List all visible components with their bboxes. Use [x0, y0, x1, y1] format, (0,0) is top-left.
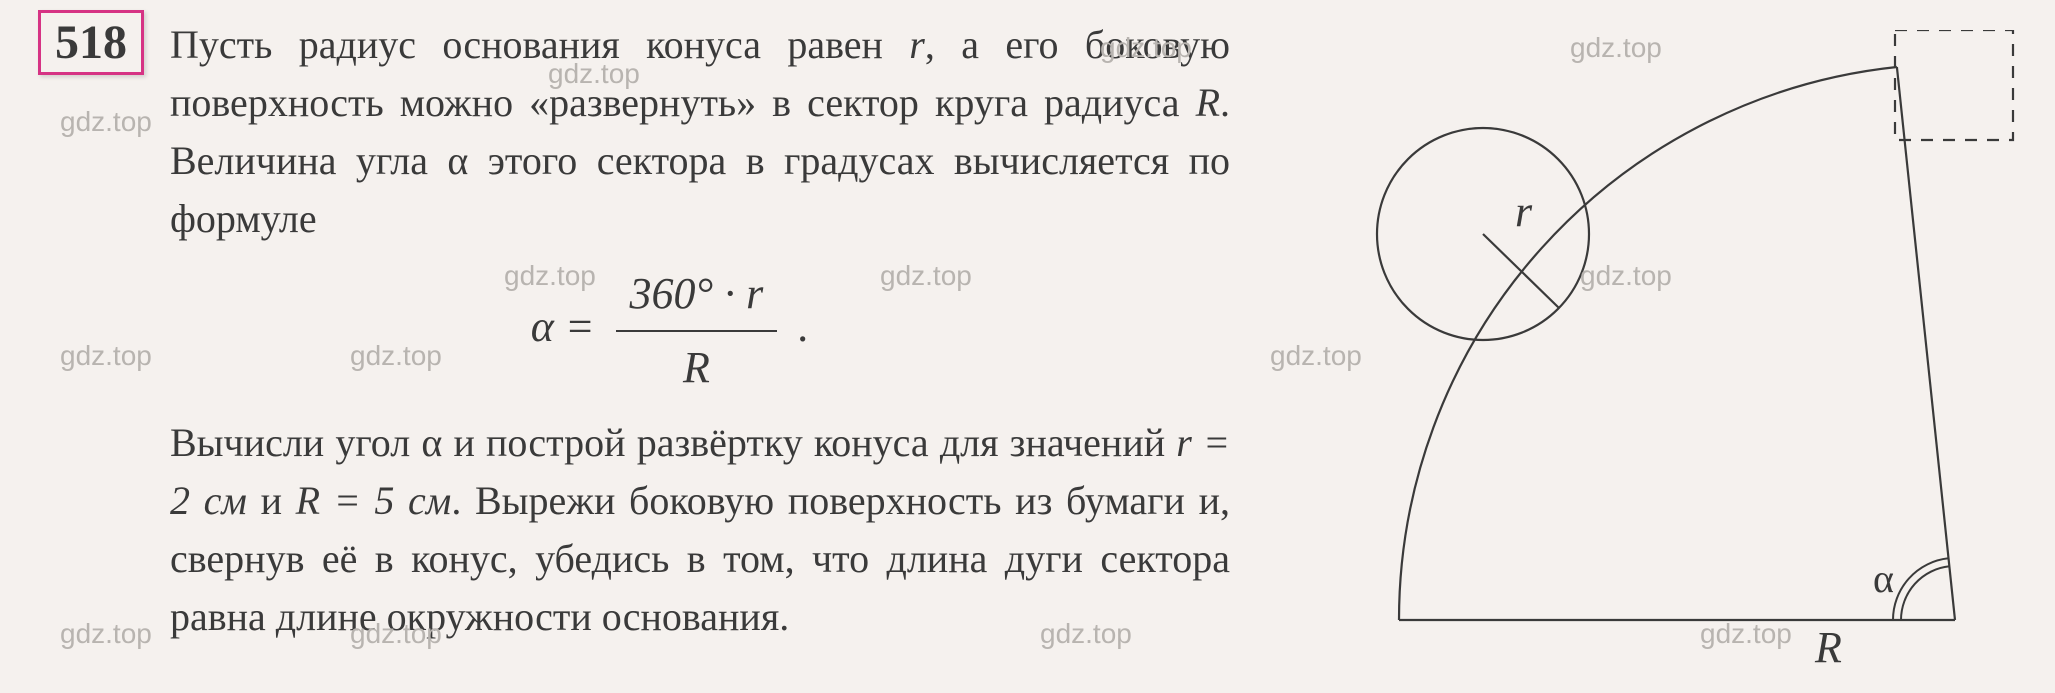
watermark: gdz.top: [1700, 618, 1792, 650]
watermark: gdz.top: [880, 260, 972, 292]
var-r: r: [909, 22, 925, 67]
fraction: 360° · r R: [616, 262, 778, 400]
watermark: gdz.top: [60, 106, 152, 138]
figure: r R α: [1255, 30, 2015, 670]
formula: α = 360° · r R .: [110, 262, 1230, 400]
watermark: gdz.top: [60, 340, 152, 372]
label-R: R: [1814, 623, 1842, 670]
watermark: gdz.top: [1270, 340, 1362, 372]
para1a: Пусть радиус основания конуса равен: [170, 22, 909, 67]
watermark: gdz.top: [350, 340, 442, 372]
watermark: gdz.top: [1100, 32, 1192, 64]
label-alpha: α: [1873, 556, 1894, 601]
figure-svg: r R α: [1255, 30, 2015, 670]
radius-r-line: [1483, 234, 1559, 308]
numerator: 360° · r: [616, 262, 778, 332]
var-R-upper: R: [1196, 80, 1220, 125]
watermark: gdz.top: [1580, 260, 1672, 292]
sector-arc: [1399, 67, 1897, 620]
watermark: gdz.top: [504, 260, 596, 292]
watermark: gdz.top: [60, 618, 152, 650]
watermark: gdz.top: [1040, 618, 1132, 650]
eq-R: R = 5 см: [296, 478, 452, 523]
problem-number: 518: [38, 10, 144, 75]
watermark: gdz.top: [548, 58, 640, 90]
para2b: и: [247, 478, 296, 523]
denominator: R: [616, 332, 778, 400]
dashed-tab: [1895, 30, 2013, 140]
para2a: Вычисли угол α и построй развёртку конус…: [170, 420, 1176, 465]
angle-arc-inner: [1901, 566, 1949, 620]
watermark: gdz.top: [1570, 32, 1662, 64]
label-r: r: [1515, 187, 1533, 236]
watermark: gdz.top: [350, 618, 442, 650]
formula-lhs: α =: [531, 302, 595, 351]
problem-text: Пусть радиус основания конуса равен r, а…: [170, 16, 1230, 646]
formula-tail: .: [798, 302, 809, 351]
sector-side-line: [1897, 67, 1955, 620]
